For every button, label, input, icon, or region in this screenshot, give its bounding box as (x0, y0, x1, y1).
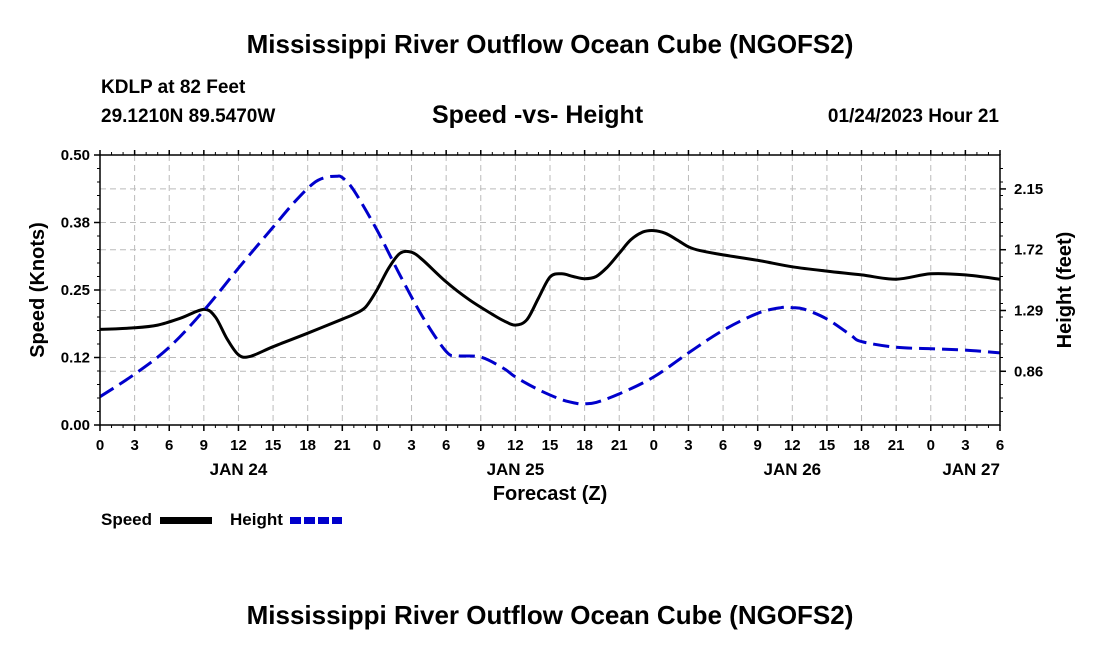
legend-height-swatch (290, 517, 342, 524)
x-tick-label: 21 (888, 437, 905, 454)
x-tick-label: 3 (130, 437, 138, 454)
x-date-label: JAN 24 (210, 460, 268, 479)
x-tick-label: 3 (961, 437, 969, 454)
x-tick-label: 9 (754, 437, 762, 454)
legend-height-label: Height (230, 510, 283, 529)
y-tick-label-right: 0.86 (1014, 363, 1043, 380)
x-tick-label: 0 (927, 437, 935, 454)
x-tick-label: 9 (200, 437, 208, 454)
axis-labels: 0 3 6 9 12 15 18 21 0 3 6 9 12 15 18 21 0 3 6 9 12 15 18 21 0 3 6 J… (61, 147, 1043, 479)
y-tick-label-left: 0.25 (61, 282, 90, 299)
x-tick-label: 15 (265, 437, 282, 454)
x-tick-label: 21 (611, 437, 628, 454)
ticks (94, 150, 1006, 431)
series-layer (99, 174, 1001, 406)
chart-title: Mississippi River Outflow Ocean Cube (NG… (246, 29, 854, 59)
y-tick-label-left: 0.50 (61, 147, 90, 164)
y-tick-label-left: 0.12 (61, 350, 90, 367)
y-tick-label-left: 0.38 (61, 215, 90, 232)
x-tick-label: 0 (96, 437, 104, 454)
chart-subtitle: Speed -vs- Height (432, 101, 644, 129)
x-tick-label: 21 (334, 437, 351, 454)
y-tick-label-right: 1.72 (1014, 242, 1043, 259)
x-tick-label: 0 (373, 437, 381, 454)
x-tick-label: 3 (407, 437, 415, 454)
y-tick-label-left: 0.00 (61, 417, 90, 434)
x-tick-label: 18 (576, 437, 593, 454)
x-tick-label: 15 (819, 437, 836, 454)
y-tick-label-right: 2.15 (1014, 181, 1043, 198)
x-tick-label: 6 (996, 437, 1004, 454)
x-tick-label: 6 (165, 437, 173, 454)
x-date-label: JAN 26 (763, 460, 821, 479)
forecast-timestamp: 01/24/2023 Hour 21 (827, 106, 999, 127)
y-tick-label-right: 1.29 (1014, 302, 1043, 319)
grid (100, 155, 1000, 425)
x-date-label: JAN 25 (487, 460, 545, 479)
x-tick-label: 18 (299, 437, 316, 454)
x-tick-label: 6 (719, 437, 727, 454)
speed-series-line (99, 229, 1001, 359)
x-tick-label: 3 (684, 437, 692, 454)
x-tick-label: 15 (542, 437, 559, 454)
legend-speed-label: Speed (101, 510, 153, 529)
y-axis-title-left: Speed (Knots) (27, 222, 49, 358)
station-name: KDLP at 82 Feet (101, 77, 246, 98)
x-tick-label: 0 (650, 437, 658, 454)
x-tick-label: 12 (507, 437, 524, 454)
station-coordinates: 29.1210N 89.5470W (101, 106, 276, 127)
x-tick-label: 12 (784, 437, 801, 454)
x-tick-label: 9 (477, 437, 485, 454)
x-tick-label: 12 (230, 437, 247, 454)
height-series-line (99, 174, 1001, 406)
x-tick-label: 6 (442, 437, 450, 454)
x-tick-label: 18 (853, 437, 870, 454)
x-axis-title: Forecast (Z) (493, 483, 607, 505)
x-date-label: JAN 27 (942, 460, 1000, 479)
y-axis-title-right: Height (feet) (1054, 232, 1076, 349)
footer-title: Mississippi River Outflow Ocean Cube (NG… (246, 600, 854, 630)
legend-speed-swatch (160, 517, 212, 524)
